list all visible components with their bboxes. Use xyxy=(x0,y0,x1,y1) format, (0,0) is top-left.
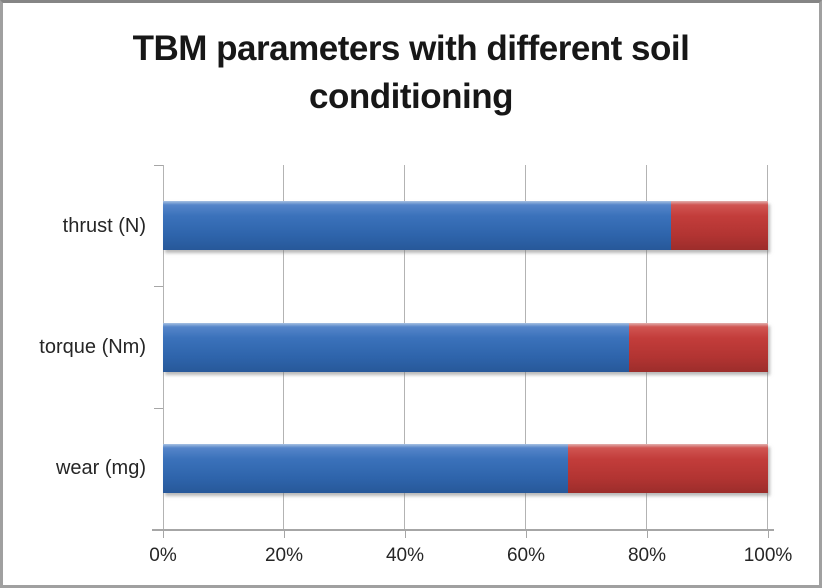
bar-segment-red xyxy=(671,201,768,250)
x-tick-label-0%: 0% xyxy=(149,545,177,566)
x-tick-label-100%: 100% xyxy=(743,545,793,566)
y-tick-mark-3 xyxy=(154,529,163,530)
x-tick-mark-60% xyxy=(526,529,527,538)
x-tick-label-60%: 60% xyxy=(506,545,546,566)
bar-segment-red xyxy=(568,444,768,493)
bar-segment-blue xyxy=(163,201,672,250)
x-tick-label-40%: 40% xyxy=(385,545,425,566)
chart-title: TBM parameters with different soil condi… xyxy=(3,25,819,120)
bar-segment-blue xyxy=(163,444,569,493)
x-tick-label-80%: 80% xyxy=(627,545,667,566)
x-tick-mark-80% xyxy=(647,529,648,538)
x-tick-mark-20% xyxy=(284,529,285,538)
category-label-1: thrust (N) xyxy=(62,215,146,237)
x-axis-line xyxy=(152,529,774,531)
y-tick-mark-0 xyxy=(154,165,163,166)
x-tick-label-20%: 20% xyxy=(264,545,304,566)
bar-segment-red xyxy=(628,323,768,372)
x-tick-mark-40% xyxy=(405,529,406,538)
chart-title-line1: TBM parameters with different soil xyxy=(132,29,690,68)
y-tick-mark-2 xyxy=(154,408,163,409)
x-tick-mark-0% xyxy=(163,529,164,538)
bar-row-wear-mg xyxy=(163,444,768,493)
bar-row-torque-Nm xyxy=(163,323,768,372)
category-label-3: wear (mg) xyxy=(55,457,146,479)
x-tick-mark-100% xyxy=(768,529,769,538)
plot-area xyxy=(163,165,768,529)
chart-title-line2: conditioning xyxy=(309,76,513,116)
bar-row-thrust-N xyxy=(163,201,768,250)
y-tick-mark-1 xyxy=(154,286,163,287)
bar-segment-blue xyxy=(163,323,629,372)
category-label-2: torque (Nm) xyxy=(39,336,146,358)
